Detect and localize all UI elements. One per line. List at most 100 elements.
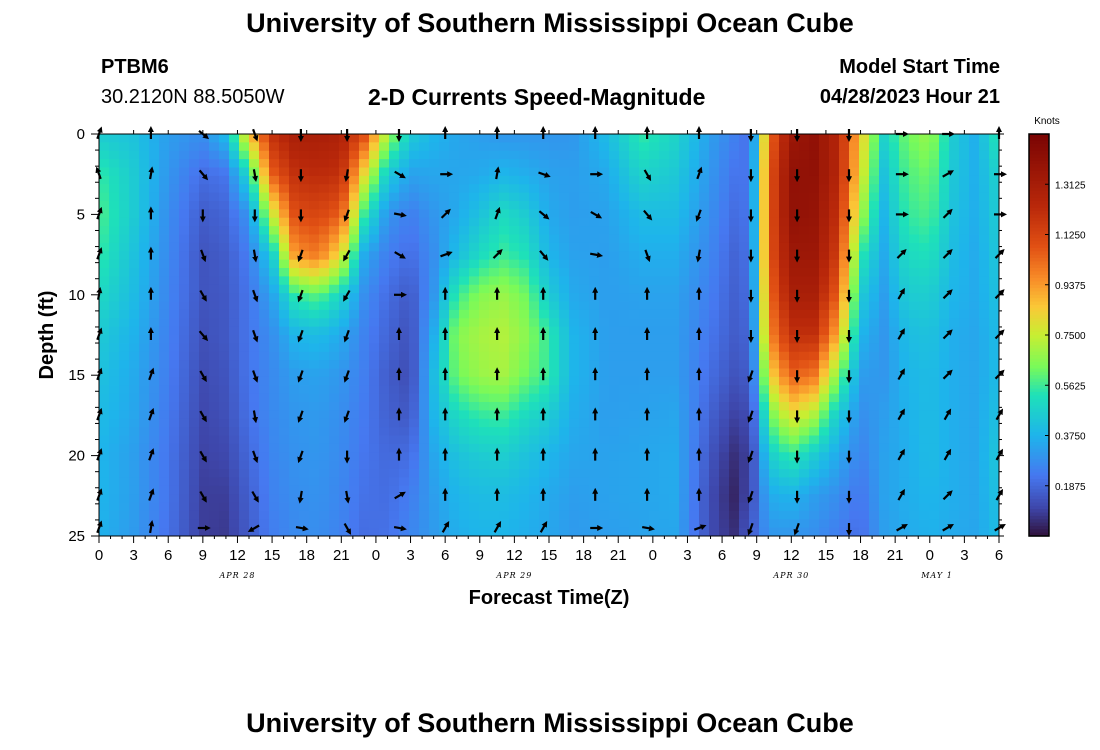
- colorbar-segment: [1029, 408, 1049, 413]
- heatmap-cell: [299, 368, 310, 378]
- heatmap-cell: [209, 477, 220, 487]
- heatmap-cell: [949, 502, 960, 512]
- heatmap-cell: [799, 142, 810, 152]
- heatmap-cell: [139, 477, 150, 487]
- heatmap-cell: [869, 326, 880, 336]
- heatmap-cell: [129, 142, 140, 152]
- heatmap-cell: [169, 410, 180, 420]
- heatmap-cell: [149, 150, 160, 160]
- heatmap-cell: [759, 276, 770, 286]
- heatmap-cell: [589, 159, 600, 169]
- heatmap-cell: [139, 309, 150, 319]
- colorbar-segment: [1029, 472, 1049, 477]
- heatmap-cell: [789, 309, 800, 319]
- heatmap-cell: [99, 175, 110, 185]
- heatmap-cell: [209, 494, 220, 504]
- heatmap-cell: [579, 284, 590, 294]
- heatmap-cell: [779, 192, 790, 202]
- current-vector-arrow: [148, 488, 155, 501]
- heatmap-cell: [919, 242, 930, 252]
- heatmap-cell: [289, 443, 300, 453]
- heatmap-cell: [269, 150, 280, 160]
- heatmap-cell: [109, 485, 120, 495]
- heatmap-cell: [559, 502, 570, 512]
- heatmap-cell: [879, 494, 890, 504]
- heatmap-cell: [279, 134, 290, 143]
- heatmap-cell: [269, 284, 280, 294]
- heatmap-cell: [489, 418, 500, 428]
- heatmap-cell: [199, 410, 210, 420]
- heatmap-cell: [489, 376, 500, 386]
- heatmap-cell: [359, 376, 370, 386]
- heatmap-cell: [389, 309, 400, 319]
- heatmap-cell: [939, 527, 950, 536]
- heatmap-cell: [689, 134, 700, 143]
- heatmap-cell: [579, 159, 590, 169]
- heatmap-cell: [769, 234, 780, 244]
- heatmap-cell: [209, 452, 220, 462]
- heatmap-cell: [929, 502, 940, 512]
- heatmap-cell: [389, 326, 400, 336]
- heatmap-cell: [509, 418, 520, 428]
- heatmap-cell: [299, 351, 310, 361]
- heatmap-cell: [269, 477, 280, 487]
- heatmap-cell: [139, 418, 150, 428]
- heatmap-cell: [729, 335, 740, 344]
- heatmap-cell: [469, 443, 480, 453]
- heatmap-cell: [189, 393, 200, 403]
- heatmap-cell: [279, 351, 290, 361]
- current-vector-arrow: [538, 210, 550, 220]
- heatmap-cell: [599, 435, 610, 445]
- heatmap-cell: [199, 226, 210, 236]
- heatmap-cell: [489, 142, 500, 152]
- heatmap-cell: [199, 393, 210, 403]
- heatmap-cell: [629, 259, 640, 269]
- heatmap-cell: [389, 159, 400, 169]
- heatmap-cell: [349, 142, 360, 152]
- heatmap-cell: [969, 159, 980, 169]
- heatmap-cell: [829, 167, 840, 177]
- heatmap-cell: [389, 293, 400, 303]
- heatmap-cell: [129, 402, 140, 411]
- heatmap-cell: [679, 167, 690, 177]
- heatmap-cell: [409, 460, 420, 470]
- heatmap-cell: [409, 318, 420, 328]
- heatmap-cell: [859, 393, 870, 403]
- heatmap-cell: [379, 393, 390, 403]
- heatmap-cell: [409, 494, 420, 504]
- heatmap-cell: [849, 485, 860, 495]
- heatmap-cell: [899, 351, 910, 361]
- heatmap-cell: [129, 385, 140, 395]
- heatmap-cell: [819, 175, 830, 185]
- heatmap-cell: [219, 469, 230, 478]
- heatmap-cell: [589, 259, 600, 269]
- heatmap-cell: [449, 485, 460, 495]
- heatmap-cell: [629, 234, 640, 244]
- heatmap-cell: [699, 293, 710, 303]
- heatmap-cell: [919, 259, 930, 269]
- heatmap-cell: [989, 485, 999, 495]
- heatmap-cell: [329, 167, 340, 177]
- heatmap-cell: [429, 309, 440, 319]
- heatmap-cell: [969, 142, 980, 152]
- heatmap-cell: [409, 368, 420, 378]
- heatmap-cell: [99, 452, 110, 462]
- heatmap-cell: [619, 402, 630, 411]
- heatmap-cell: [529, 519, 540, 529]
- heatmap-cell: [259, 150, 270, 160]
- heatmap-cell: [739, 184, 750, 194]
- heatmap-cell: [349, 309, 360, 319]
- heatmap-cell: [619, 251, 630, 261]
- heatmap-cell: [679, 217, 690, 227]
- heatmap-cell: [109, 217, 120, 227]
- heatmap-cell: [499, 393, 510, 403]
- heatmap-cell: [229, 318, 240, 328]
- heatmap-cell: [529, 209, 540, 219]
- heatmap-cell: [709, 201, 720, 210]
- heatmap-cell: [359, 351, 370, 361]
- heatmap-cell: [219, 259, 230, 269]
- heatmap-cell: [379, 293, 390, 303]
- heatmap-cell: [839, 502, 850, 512]
- heatmap-cell: [879, 175, 890, 185]
- heatmap-cell: [399, 318, 410, 328]
